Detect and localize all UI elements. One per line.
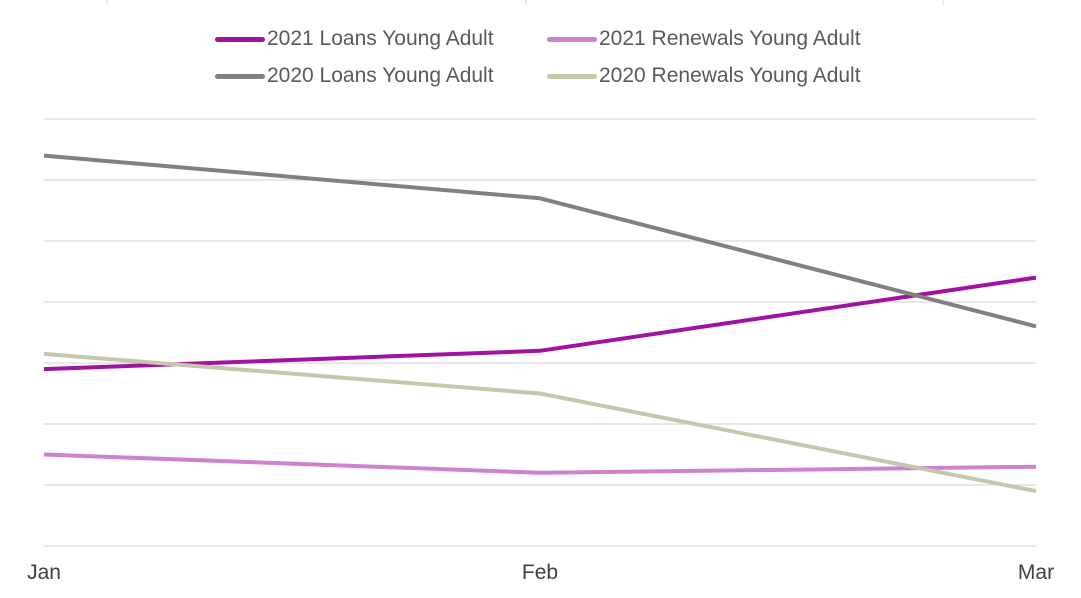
x-axis-tick-labels: Jan Feb Mar [27,561,1054,584]
legend: 2021 Loans Young Adult 2021 Renewals You… [0,0,1081,110]
series-line-3 [43,351,1037,494]
x-tick-label-jan: Jan [27,561,61,584]
legend-item-2021-renewals: 2021 Renewals Young Adult [547,24,861,54]
legend-swatch [547,73,597,79]
series-line-2 [43,153,1037,329]
series-line-1 [43,452,1037,475]
legend-label: 2021 Renewals Young Adult [599,27,861,50]
legend-item-2021-loans: 2021 Loans Young Adult [215,24,494,54]
legend-swatch [215,36,265,42]
legend-swatch [547,36,597,42]
series-lines [43,153,1037,494]
legend-label: 2020 Loans Young Adult [267,64,494,87]
x-tick-label-mar: Mar [1018,561,1054,584]
series-line-0 [43,275,1037,372]
legend-item-2020-renewals: 2020 Renewals Young Adult [547,61,861,91]
legend-item-2020-loans: 2020 Loans Young Adult [215,61,494,91]
legend-swatch [215,73,265,79]
gridlines [44,118,1036,547]
x-tick-label-feb: Feb [522,561,558,584]
legend-label: 2021 Loans Young Adult [267,27,494,50]
top-axis-ticks [106,0,944,5]
legend-label: 2020 Renewals Young Adult [599,64,861,87]
